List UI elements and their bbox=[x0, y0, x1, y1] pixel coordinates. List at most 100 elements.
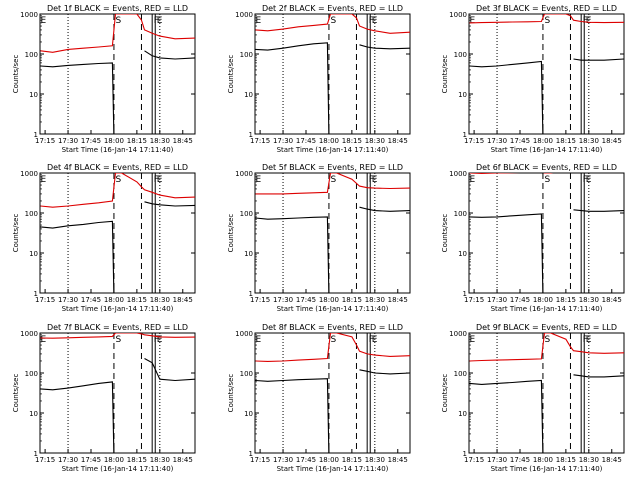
y-tick-label: 1 bbox=[249, 290, 253, 298]
x-tick-label: 17:30 bbox=[487, 296, 507, 304]
x-axis-label: Start Time (16-Jan-14 17:11:40) bbox=[491, 465, 603, 473]
x-tick-label: 18:00 bbox=[319, 296, 339, 304]
plot-frame bbox=[254, 13, 411, 135]
x-tick-label: 17:15 bbox=[35, 137, 55, 145]
chart-panel-det-8: Det 8f BLACK = Events, RED = LLD 1 10 100 10… bbox=[227, 323, 411, 473]
event-annotation-f: F bbox=[369, 335, 374, 345]
x-tick-label: 17:30 bbox=[273, 137, 293, 145]
x-tick-label: 18:15 bbox=[342, 456, 362, 464]
event-annotation-e: E bbox=[256, 16, 262, 26]
x-tick-label: 18:45 bbox=[173, 137, 193, 145]
x-tick-label: 18:45 bbox=[173, 296, 193, 304]
series-line-events bbox=[255, 206, 410, 293]
panel-title: Det 4f BLACK = Events, RED = LLD bbox=[47, 163, 188, 172]
series-line-lld bbox=[40, 173, 195, 208]
event-annotation-e: E bbox=[470, 175, 476, 185]
event-annotation-e: E bbox=[41, 16, 47, 26]
x-tick-label: 17:30 bbox=[273, 296, 293, 304]
x-tick-label: 17:45 bbox=[296, 456, 316, 464]
y-tick-label: 100 bbox=[25, 370, 38, 378]
x-tick-label: 18:15 bbox=[127, 456, 147, 464]
chart-panel-det-3: Det 3f BLACK = Events, RED = LLD 1 10 100 10… bbox=[441, 4, 625, 154]
x-tick-label: 17:30 bbox=[487, 137, 507, 145]
series-line-lld bbox=[469, 14, 624, 24]
x-axis-label: Start Time (16-Jan-14 17:11:40) bbox=[491, 146, 603, 154]
y-tick-label: 1000 bbox=[20, 170, 38, 178]
x-tick-label: 18:30 bbox=[150, 137, 170, 145]
x-tick-label: 18:45 bbox=[388, 456, 408, 464]
chart-panel-det-9: Det 9f BLACK = Events, RED = LLD 1 10 100 10… bbox=[441, 323, 625, 473]
y-axis-label: Counts/sec bbox=[12, 214, 20, 253]
series-line-events bbox=[469, 58, 624, 134]
x-tick-label: 18:00 bbox=[104, 137, 124, 145]
x-tick-label: 17:15 bbox=[464, 296, 484, 304]
x-tick-label: 18:00 bbox=[104, 456, 124, 464]
panel-title: Det 5f BLACK = Events, RED = LLD bbox=[262, 163, 403, 172]
y-tick-label: 10 bbox=[244, 410, 253, 418]
event-annotation-s: S bbox=[544, 335, 550, 345]
y-tick-label: 100 bbox=[25, 51, 38, 59]
panel-title: Det 3f BLACK = Events, RED = LLD bbox=[476, 4, 617, 13]
y-tick-label: 10 bbox=[244, 91, 253, 99]
x-axis-label: Start Time (16-Jan-14 17:11:40) bbox=[277, 146, 389, 154]
x-tick-label: 18:30 bbox=[150, 296, 170, 304]
event-annotation-e: E bbox=[41, 175, 47, 185]
x-axis-label: Start Time (16-Jan-14 17:11:40) bbox=[62, 465, 174, 473]
y-axis-label: Counts/sec bbox=[227, 55, 235, 94]
x-axis-label: Start Time (16-Jan-14 17:11:40) bbox=[491, 305, 603, 313]
y-tick-label: 1 bbox=[34, 450, 38, 458]
event-annotation-e: E bbox=[157, 175, 163, 185]
event-annotation-e: E bbox=[372, 335, 378, 345]
event-annotation-s: S bbox=[330, 335, 336, 345]
plot-frame bbox=[39, 332, 196, 454]
event-annotation-f: F bbox=[154, 175, 159, 185]
plot-frame bbox=[468, 13, 625, 135]
y-tick-label: 100 bbox=[240, 51, 253, 59]
event-annotation-e: E bbox=[586, 16, 592, 26]
event-annotation-f: F bbox=[369, 16, 374, 26]
plot-frame bbox=[254, 172, 411, 294]
y-axis-label: Counts/sec bbox=[227, 374, 235, 413]
y-tick-label: 100 bbox=[240, 210, 253, 218]
event-annotation-s: S bbox=[115, 16, 121, 26]
x-tick-label: 17:45 bbox=[81, 456, 101, 464]
y-tick-label: 1000 bbox=[235, 11, 253, 19]
x-tick-label: 18:15 bbox=[127, 137, 147, 145]
panel-title: Det 6f BLACK = Events, RED = LLD bbox=[476, 163, 617, 172]
x-tick-label: 18:30 bbox=[365, 137, 385, 145]
event-annotation-e: E bbox=[256, 175, 262, 185]
series-line-lld bbox=[469, 333, 624, 362]
panel-title: Det 7f BLACK = Events, RED = LLD bbox=[47, 323, 188, 332]
x-tick-label: 17:45 bbox=[81, 137, 101, 145]
event-annotation-e: E bbox=[470, 16, 476, 26]
x-tick-label: 17:45 bbox=[296, 296, 316, 304]
chart-panel-det-7: Det 7f BLACK = Events, RED = LLD 1 10 100 10… bbox=[12, 323, 196, 473]
y-tick-label: 1000 bbox=[449, 11, 467, 19]
chart-panel-det-2: Det 2f BLACK = Events, RED = LLD 1 10 100 10… bbox=[227, 4, 411, 154]
y-tick-label: 1 bbox=[463, 131, 467, 139]
x-tick-label: 18:45 bbox=[602, 296, 622, 304]
event-annotation-e: E bbox=[157, 16, 163, 26]
x-axis-label: Start Time (16-Jan-14 17:11:40) bbox=[62, 305, 174, 313]
y-tick-label: 100 bbox=[454, 51, 467, 59]
x-tick-label: 17:15 bbox=[464, 137, 484, 145]
plot-frame bbox=[468, 172, 625, 294]
event-annotation-e: E bbox=[157, 335, 163, 345]
x-tick-label: 17:30 bbox=[487, 456, 507, 464]
x-tick-label: 18:45 bbox=[602, 137, 622, 145]
plot-frame bbox=[254, 332, 411, 454]
x-tick-label: 18:30 bbox=[579, 137, 599, 145]
event-annotation-s: S bbox=[544, 175, 550, 185]
x-tick-label: 18:45 bbox=[388, 137, 408, 145]
event-annotation-s: S bbox=[330, 16, 336, 26]
y-axis-label: Counts/sec bbox=[12, 374, 20, 413]
x-axis-label: Start Time (16-Jan-14 17:11:40) bbox=[277, 305, 389, 313]
x-tick-label: 18:30 bbox=[579, 456, 599, 464]
x-tick-label: 17:30 bbox=[273, 456, 293, 464]
x-tick-label: 17:45 bbox=[510, 137, 530, 145]
series-line-events bbox=[469, 374, 624, 453]
y-tick-label: 10 bbox=[458, 250, 467, 258]
x-tick-label: 17:45 bbox=[510, 296, 530, 304]
x-tick-label: 18:45 bbox=[173, 456, 193, 464]
